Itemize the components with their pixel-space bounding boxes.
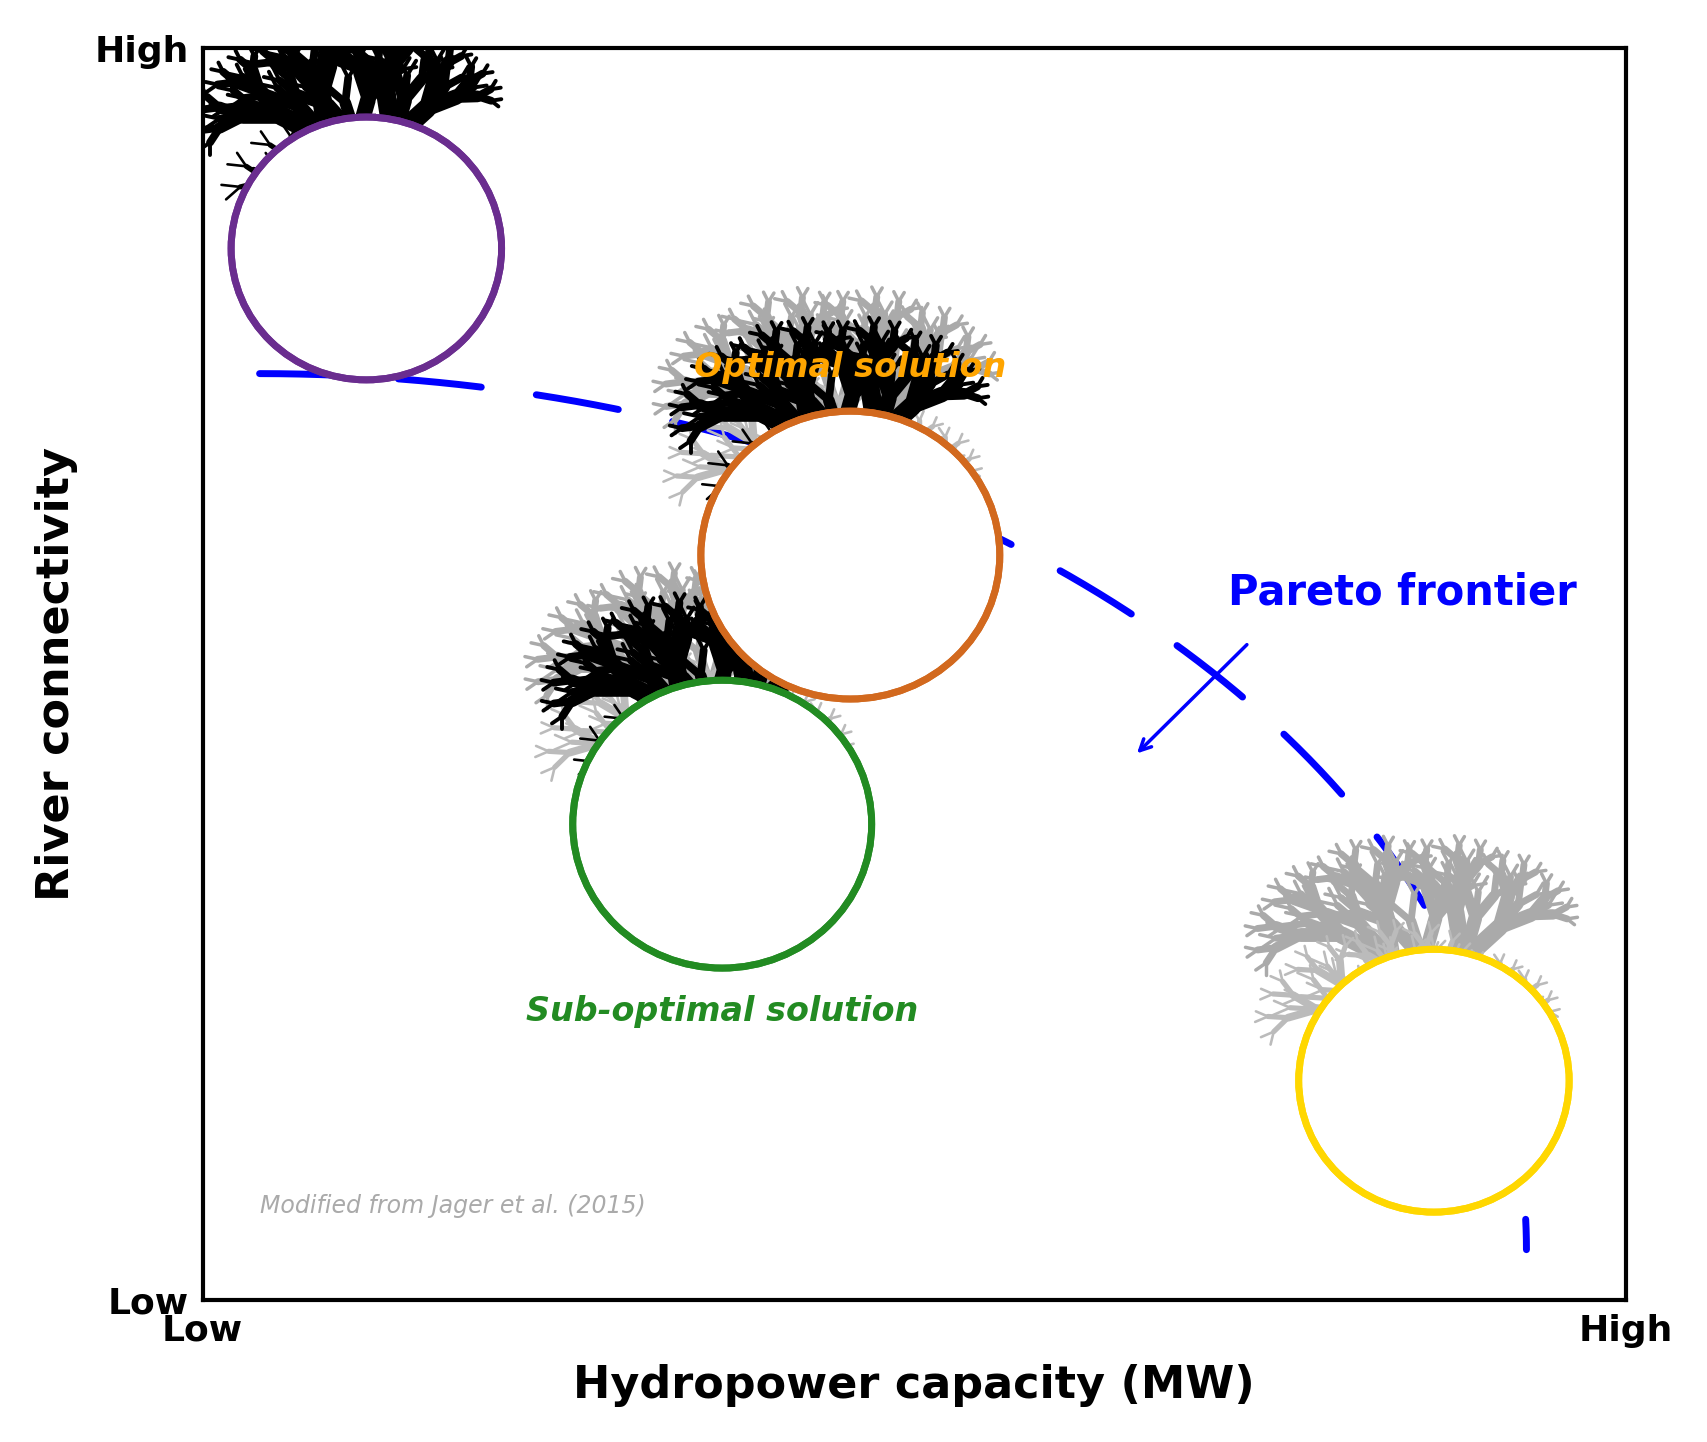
Text: Modified from Jager et al. (2015): Modified from Jager et al. (2015) (259, 1194, 645, 1218)
X-axis label: Hydropower capacity (MW): Hydropower capacity (MW) (574, 1364, 1255, 1407)
Ellipse shape (572, 681, 871, 968)
Ellipse shape (1297, 949, 1569, 1213)
Ellipse shape (230, 117, 502, 379)
Text: Pareto frontier: Pareto frontier (1227, 571, 1576, 614)
Ellipse shape (700, 411, 999, 699)
Text: Sub-optimal solution: Sub-optimal solution (526, 995, 918, 1028)
Text: Optimal solution: Optimal solution (693, 350, 1005, 384)
Y-axis label: River connectivity: River connectivity (34, 447, 79, 901)
